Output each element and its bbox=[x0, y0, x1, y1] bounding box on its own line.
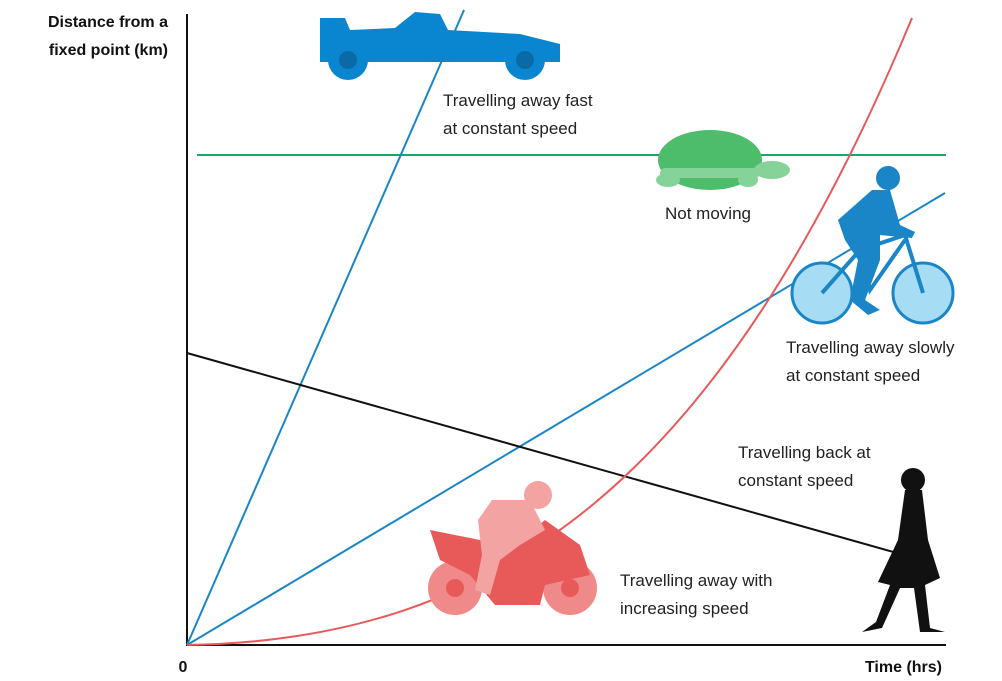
annotation: Travelling away slowly bbox=[786, 338, 955, 357]
annotation: at constant speed bbox=[786, 366, 920, 385]
annotation: at constant speed bbox=[443, 119, 577, 138]
person-icon bbox=[862, 468, 945, 632]
annotation: constant speed bbox=[738, 471, 853, 490]
y-axis-label: fixed point (km) bbox=[49, 42, 168, 59]
annotation: increasing speed bbox=[620, 599, 749, 618]
annotation: Not moving bbox=[665, 204, 751, 223]
motorbike-icon bbox=[428, 481, 597, 615]
annotation: Travelling away fast bbox=[443, 91, 593, 110]
annotation: Travelling away with bbox=[620, 571, 772, 590]
accelerating-curve bbox=[186, 17, 913, 646]
back-line bbox=[186, 352, 898, 554]
origin-label: 0 bbox=[179, 659, 188, 676]
annotation: Travelling back at bbox=[738, 443, 871, 462]
cyclist-icon bbox=[790, 166, 955, 325]
y-axis-label: Distance from a bbox=[48, 14, 168, 31]
fast-line bbox=[186, 9, 465, 646]
car-icon bbox=[320, 12, 560, 80]
x-axis-label: Time (hrs) bbox=[865, 659, 942, 676]
turtle-icon bbox=[656, 130, 790, 190]
